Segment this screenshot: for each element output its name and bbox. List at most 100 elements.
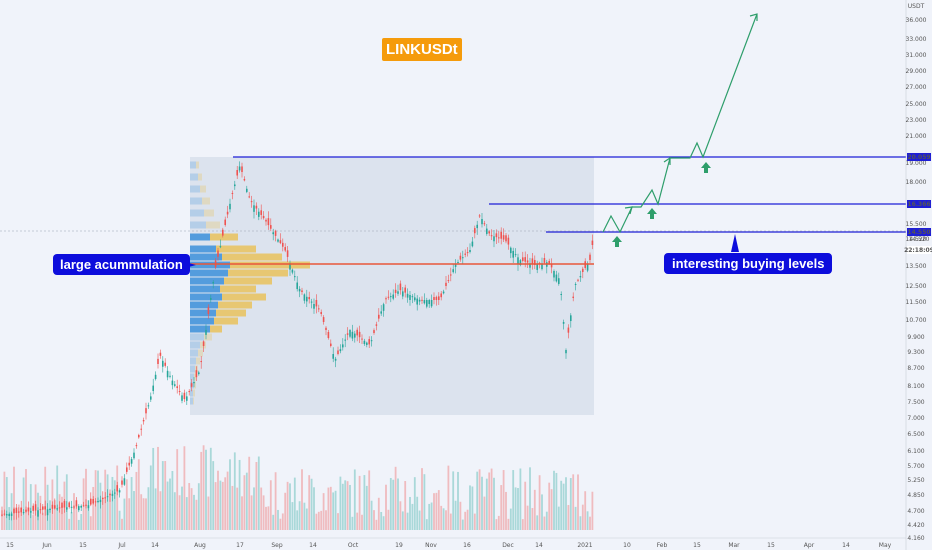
volume-bar	[279, 518, 282, 530]
volume-bar	[166, 481, 169, 530]
price-tick-label: 31.000	[906, 52, 927, 59]
volume-bar	[478, 469, 481, 530]
candle-body	[308, 297, 310, 300]
time-tick-label: 16	[463, 542, 471, 549]
profile-bar-up	[190, 293, 222, 301]
time-tick-label: Oct	[348, 542, 359, 549]
volume-bar	[577, 474, 579, 530]
volume-bar	[526, 505, 529, 530]
candle-body	[474, 228, 476, 234]
volume-bars	[1, 445, 594, 530]
candle-body	[20, 507, 22, 513]
candle-body	[555, 274, 558, 282]
volume-bar	[44, 466, 47, 530]
volume-bar	[389, 478, 392, 530]
candle-body	[236, 169, 238, 176]
candle-body	[541, 263, 543, 270]
candle-body	[543, 258, 546, 263]
volume-bar	[128, 498, 131, 530]
volume-bar	[428, 503, 431, 530]
price-tick-label: 29.000	[906, 68, 927, 75]
volume-bar	[305, 508, 308, 530]
candle-body	[188, 391, 190, 393]
volume-bar	[32, 515, 35, 530]
price-tick-label: 5.700	[907, 463, 924, 470]
time-tick-label: May	[879, 542, 892, 549]
profile-bar-down	[202, 197, 210, 205]
profile-bar-up	[190, 277, 224, 285]
time-tick-label: 2021	[577, 542, 592, 549]
candle-body	[85, 504, 87, 506]
candle-body	[397, 291, 399, 294]
candle-body	[512, 250, 514, 258]
candle-body	[229, 203, 231, 210]
volume-bar	[73, 493, 75, 530]
volume-bar	[421, 468, 423, 530]
profile-bar-up	[190, 357, 196, 365]
volume-bar	[272, 514, 275, 530]
volume-bar	[449, 513, 452, 530]
volume-bar	[169, 478, 171, 530]
volume-bar	[337, 513, 339, 530]
price-tag: 20.059	[907, 153, 931, 161]
profile-bar-up	[190, 317, 214, 325]
time-tick-label: 19	[395, 542, 403, 549]
volume-bar	[382, 516, 385, 530]
candle-body	[378, 314, 380, 319]
volume-bar	[77, 519, 80, 530]
candle-body	[186, 396, 188, 401]
volume-bar	[442, 508, 445, 530]
time-tick-label: 15	[6, 542, 14, 549]
volume-bar	[197, 483, 200, 530]
range-box	[190, 157, 594, 415]
volume-bar	[310, 478, 313, 530]
candle-body	[298, 288, 301, 292]
candle-body	[375, 324, 378, 326]
candle-body	[102, 498, 104, 500]
volume-bar	[490, 468, 493, 530]
volume-bar	[298, 501, 301, 530]
candle-body	[58, 507, 61, 509]
candle-body	[121, 480, 123, 485]
candle-body	[433, 297, 435, 300]
volume-bar	[315, 513, 318, 530]
buy-marker-icon	[701, 162, 711, 173]
volume-bar	[25, 469, 27, 530]
volume-bar	[61, 505, 63, 530]
candle-body	[123, 478, 126, 485]
time-axis[interactable]: 15 Jun 15 Jul 14 Aug 17 Sep 14 Oct 19 Nov 16 Dec 14 202…	[6, 542, 891, 549]
candle-body	[253, 205, 255, 212]
volume-bar	[497, 515, 500, 530]
candle-body	[30, 511, 32, 513]
volume-bar	[152, 447, 155, 530]
volume-bar	[353, 469, 356, 530]
volume-bar	[214, 482, 217, 530]
volume-bar	[195, 499, 198, 530]
volume-bar	[385, 484, 387, 530]
candle-body	[140, 428, 142, 430]
candle-body	[262, 215, 265, 219]
volume-bar	[217, 470, 219, 530]
volume-bar	[269, 480, 272, 530]
candle-body	[390, 296, 392, 298]
candle-body	[462, 257, 464, 259]
candle-body	[306, 296, 308, 302]
volume-bar	[3, 471, 6, 530]
time-tick-label: 17	[236, 542, 244, 549]
candle-body	[198, 372, 200, 375]
price-tick-label: 19.000	[906, 160, 927, 167]
price-axis[interactable]: 36.000 33.000 31.000 29.000 27.000 25.000 23.0…	[906, 17, 927, 542]
time-tick-label: Jun	[41, 542, 52, 549]
volume-bar	[519, 468, 522, 530]
volume-bar	[368, 470, 371, 530]
volume-bar	[89, 516, 92, 530]
candle-body	[296, 282, 298, 290]
svg-text:14.550: 14.550	[907, 229, 930, 236]
volume-bar	[435, 492, 438, 530]
candle-body	[483, 223, 486, 225]
candle-body	[174, 384, 176, 386]
candle-body	[152, 385, 154, 392]
candle-body	[80, 505, 82, 508]
candle-body	[519, 260, 522, 266]
